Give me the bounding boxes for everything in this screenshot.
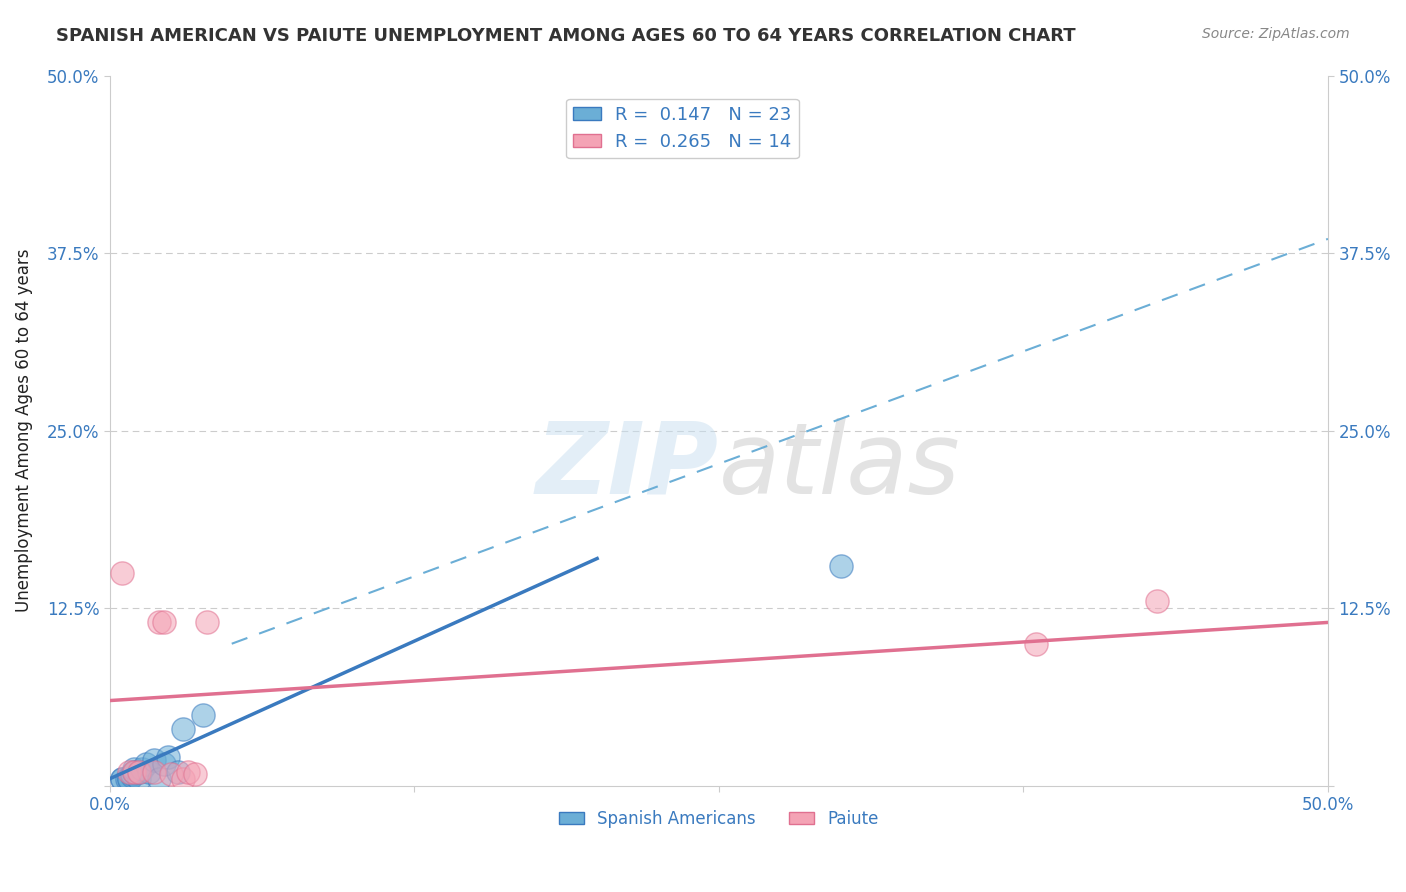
Point — [172, 722, 194, 736]
Point — [830, 558, 852, 573]
Text: atlas: atlas — [718, 417, 960, 515]
Point — [121, 769, 143, 783]
Point — [152, 757, 174, 772]
Text: Source: ZipAtlas.com: Source: ZipAtlas.com — [1202, 27, 1350, 41]
Point — [111, 772, 134, 786]
Point — [124, 764, 146, 779]
Point — [124, 764, 146, 779]
Point — [167, 764, 190, 779]
Point — [195, 615, 218, 630]
Point — [128, 764, 150, 779]
Point — [157, 750, 180, 764]
Point — [142, 764, 165, 779]
Point — [128, 764, 150, 779]
Point — [128, 772, 150, 786]
Point — [1146, 594, 1168, 608]
Point — [118, 772, 141, 786]
Point — [124, 762, 146, 776]
Point — [115, 772, 138, 786]
Point — [1025, 637, 1047, 651]
Point — [184, 767, 207, 781]
Point — [148, 772, 170, 786]
Point — [111, 566, 134, 580]
Y-axis label: Unemployment Among Ages 60 to 64 years: Unemployment Among Ages 60 to 64 years — [15, 249, 32, 613]
Point — [160, 767, 183, 781]
Point — [131, 762, 153, 776]
Point — [152, 615, 174, 630]
Point — [172, 772, 194, 786]
Text: ZIP: ZIP — [536, 417, 718, 515]
Point — [177, 764, 200, 779]
Point — [135, 757, 157, 772]
Point — [121, 767, 143, 781]
Point — [191, 707, 214, 722]
Legend: Spanish Americans, Paiute: Spanish Americans, Paiute — [553, 803, 886, 834]
Point — [118, 764, 141, 779]
Text: SPANISH AMERICAN VS PAIUTE UNEMPLOYMENT AMONG AGES 60 TO 64 YEARS CORRELATION CH: SPANISH AMERICAN VS PAIUTE UNEMPLOYMENT … — [56, 27, 1076, 45]
Point — [111, 772, 134, 786]
Point — [118, 772, 141, 786]
Point — [124, 764, 146, 779]
Point — [142, 753, 165, 767]
Point — [138, 764, 160, 779]
Point — [148, 615, 170, 630]
